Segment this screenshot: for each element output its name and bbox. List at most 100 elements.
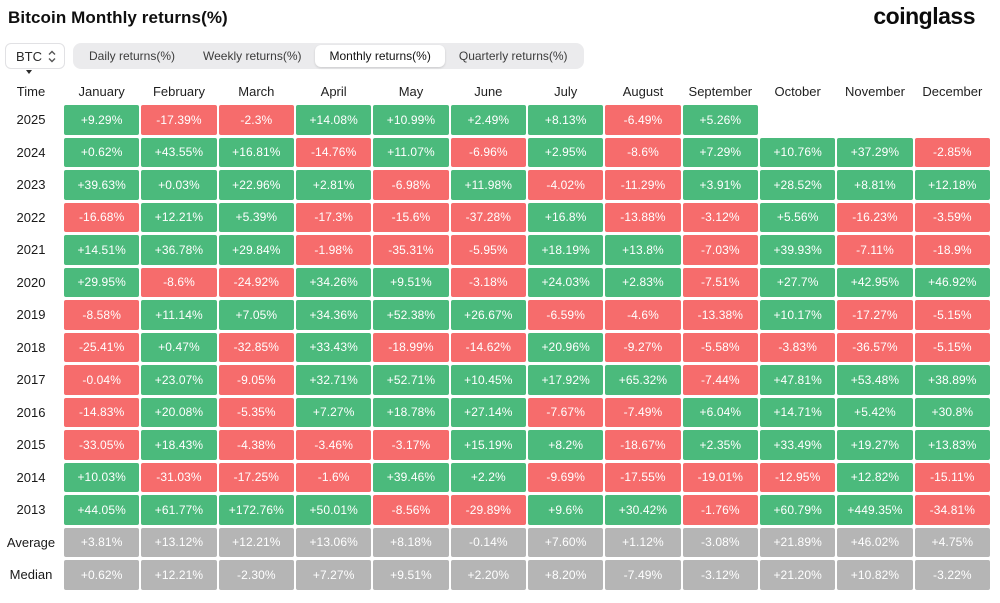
return-cell-2023-february: +0.03% bbox=[141, 170, 217, 200]
return-cell-2024-february: +43.55% bbox=[141, 137, 217, 167]
return-cell-2019-november: -17.27% bbox=[837, 300, 913, 330]
return-cell-2014-may: +39.46% bbox=[373, 462, 449, 492]
return-cell-2017-september: -7.44% bbox=[682, 365, 758, 395]
return-cell-2018-april: +33.43% bbox=[296, 332, 372, 362]
return-cell-2021-may: -35.31% bbox=[373, 235, 449, 265]
return-cell-2022-april: -17.3% bbox=[296, 202, 372, 232]
return-cell-2024-june: -6.96% bbox=[450, 137, 526, 167]
return-cell-average-june: -0.14% bbox=[450, 527, 526, 557]
return-cell-2021-october: +39.93% bbox=[760, 235, 836, 265]
return-cell-2016-february: +20.08% bbox=[141, 397, 217, 427]
row-label-2017: 2017 bbox=[16, 372, 46, 388]
return-cell-2015-june: +15.19% bbox=[450, 430, 526, 460]
return-cell-average-december: +4.75% bbox=[914, 527, 990, 557]
tab-monthly-returns[interactable]: Monthly returns(%) bbox=[315, 45, 445, 67]
row-label-2015: 2015 bbox=[16, 437, 46, 453]
return-cell-2017-february: +23.07% bbox=[141, 365, 217, 395]
return-cell-2019-february: +11.14% bbox=[141, 300, 217, 330]
return-cell-2023-november: +8.81% bbox=[837, 170, 913, 200]
row-label-average: Average bbox=[6, 534, 56, 550]
column-header-may: May bbox=[398, 83, 424, 99]
return-cell-2019-june: +26.67% bbox=[450, 300, 526, 330]
return-cell-2020-december: +46.92% bbox=[914, 267, 990, 297]
return-cell-2023-may: -6.98% bbox=[373, 170, 449, 200]
return-cell-2019-january: -8.58% bbox=[64, 300, 140, 330]
return-cell-2018-november: -36.57% bbox=[837, 332, 913, 362]
return-cell-2025-april: +14.08% bbox=[296, 105, 372, 135]
column-header-time: Time bbox=[16, 83, 46, 99]
return-cell-2020-august: +2.83% bbox=[605, 267, 681, 297]
return-cell-2015-november: +19.27% bbox=[837, 430, 913, 460]
return-cell-2019-december: -5.15% bbox=[914, 300, 990, 330]
return-cell-average-april: +13.06% bbox=[296, 527, 372, 557]
row-label-2014: 2014 bbox=[16, 469, 46, 485]
return-cell-2015-february: +18.43% bbox=[141, 430, 217, 460]
return-cell-2013-may: -8.56% bbox=[373, 495, 449, 525]
column-header-august: August bbox=[622, 83, 664, 99]
column-header-march: March bbox=[238, 83, 275, 99]
return-cell-2024-september: +7.29% bbox=[682, 137, 758, 167]
return-cell-2013-february: +61.77% bbox=[141, 495, 217, 525]
return-cell-2024-march: +16.81% bbox=[218, 137, 294, 167]
page-title: Bitcoin Monthly returns(%) bbox=[8, 8, 228, 27]
return-cell-2022-september: -3.12% bbox=[682, 202, 758, 232]
return-cell-2019-may: +52.38% bbox=[373, 300, 449, 330]
row-label-2013: 2013 bbox=[16, 502, 46, 518]
return-cell-2015-august: -18.67% bbox=[605, 430, 681, 460]
return-cell-2020-february: -8.6% bbox=[141, 267, 217, 297]
tab-quarterly-returns[interactable]: Quarterly returns(%) bbox=[458, 49, 568, 63]
monthly-returns-table: Time January February March April May June July… bbox=[0, 80, 990, 590]
return-cell-2015-september: +2.35% bbox=[682, 430, 758, 460]
return-cell-2024-may: +11.07% bbox=[373, 137, 449, 167]
return-cell-2018-january: -25.41% bbox=[64, 332, 140, 362]
row-label-2016: 2016 bbox=[16, 404, 46, 420]
column-header-november: November bbox=[845, 83, 905, 99]
return-cell-median-january: +0.62% bbox=[64, 560, 140, 590]
return-cell-2013-april: +50.01% bbox=[296, 495, 372, 525]
return-cell-median-july: +8.20% bbox=[528, 560, 604, 590]
select-caret-icon bbox=[26, 70, 32, 74]
return-cell-2019-march: +7.05% bbox=[218, 300, 294, 330]
column-header-april: April bbox=[320, 83, 347, 99]
tab-weekly-returns[interactable]: Weekly returns(%) bbox=[203, 49, 302, 63]
return-cell-2025-august: -6.49% bbox=[605, 105, 681, 135]
return-cell-2022-january: -16.68% bbox=[64, 202, 140, 232]
return-cell-2017-december: +38.89% bbox=[914, 365, 990, 395]
return-cell-2018-june: -14.62% bbox=[450, 332, 526, 362]
return-cell-2017-october: +47.81% bbox=[760, 365, 836, 395]
return-cell-2021-june: -5.95% bbox=[450, 235, 526, 265]
return-cell-2014-december: -15.11% bbox=[914, 462, 990, 492]
return-cell-2019-july: -6.59% bbox=[528, 300, 604, 330]
return-cell-2018-may: -18.99% bbox=[373, 332, 449, 362]
return-cell-2017-may: +52.71% bbox=[373, 365, 449, 395]
return-cell-average-november: +46.02% bbox=[837, 527, 913, 557]
row-label-2024: 2024 bbox=[16, 144, 46, 160]
return-cell-2014-january: +10.03% bbox=[64, 462, 140, 492]
return-cell-2014-october: -12.95% bbox=[760, 462, 836, 492]
return-cell-2025-december bbox=[915, 105, 990, 135]
return-cell-2021-july: +18.19% bbox=[528, 235, 604, 265]
return-cell-2014-april: -1.6% bbox=[296, 462, 372, 492]
return-cell-2024-december: -2.85% bbox=[914, 137, 990, 167]
symbol-select[interactable]: BTC bbox=[5, 43, 65, 69]
row-label-2022: 2022 bbox=[16, 209, 46, 225]
return-cell-median-october: +21.20% bbox=[760, 560, 836, 590]
return-cell-2023-december: +12.18% bbox=[914, 170, 990, 200]
return-cell-2020-july: +24.03% bbox=[528, 267, 604, 297]
return-cell-2022-july: +16.8% bbox=[528, 202, 604, 232]
tab-daily-returns[interactable]: Daily returns(%) bbox=[89, 49, 176, 63]
return-cell-2023-september: +3.91% bbox=[682, 170, 758, 200]
return-cell-2018-july: +20.96% bbox=[528, 332, 604, 362]
return-cell-2019-april: +34.36% bbox=[296, 300, 372, 330]
return-cell-2013-october: +60.79% bbox=[760, 495, 836, 525]
return-cell-2016-march: -5.35% bbox=[218, 397, 294, 427]
return-cell-2025-september: +5.26% bbox=[682, 105, 758, 135]
coinglass-logo: coinglass bbox=[873, 3, 975, 29]
return-cell-2013-june: -29.89% bbox=[450, 495, 526, 525]
return-cell-2025-february: -17.39% bbox=[141, 105, 217, 135]
return-cell-median-february: +12.21% bbox=[141, 560, 217, 590]
return-cell-2021-november: -7.11% bbox=[837, 235, 913, 265]
return-cell-2016-july: -7.67% bbox=[528, 397, 604, 427]
return-cell-median-november: +10.82% bbox=[837, 560, 913, 590]
return-cell-2021-april: -1.98% bbox=[296, 235, 372, 265]
